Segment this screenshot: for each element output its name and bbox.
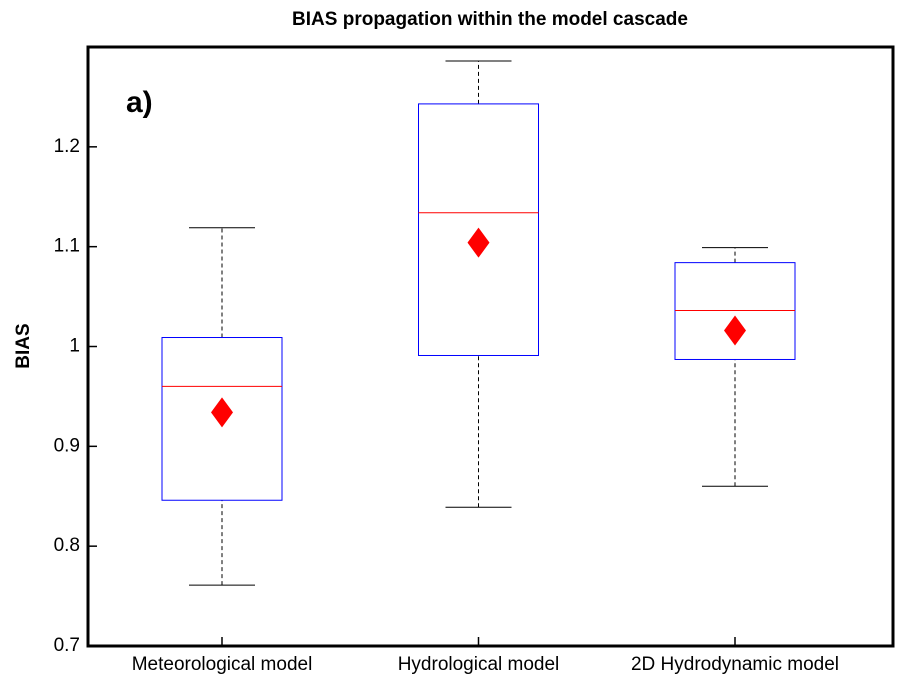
x-tick-label: 2D Hydrodynamic model — [631, 654, 839, 675]
panel-label: a) — [126, 86, 153, 119]
mean-marker — [724, 315, 746, 346]
mean-marker — [211, 397, 233, 428]
x-tick-label: Meteorological model — [132, 654, 313, 675]
y-tick-label: 1.1 — [54, 236, 80, 257]
x-tick-label: Hydrological model — [398, 654, 560, 675]
y-tick-label: 1.2 — [54, 136, 80, 157]
y-tick-label: 0.9 — [54, 435, 80, 456]
y-tick-label: 0.8 — [54, 535, 80, 556]
chart-title: BIAS propagation within the model cascad… — [292, 9, 688, 30]
mean-marker — [467, 227, 490, 258]
box — [161, 337, 283, 501]
box — [418, 103, 539, 356]
y-tick-label: 0.7 — [54, 635, 80, 656]
plot-frame — [86, 45, 895, 648]
y-tick-label: 1 — [69, 336, 80, 357]
y-axis-label: BIAS — [13, 323, 34, 368]
